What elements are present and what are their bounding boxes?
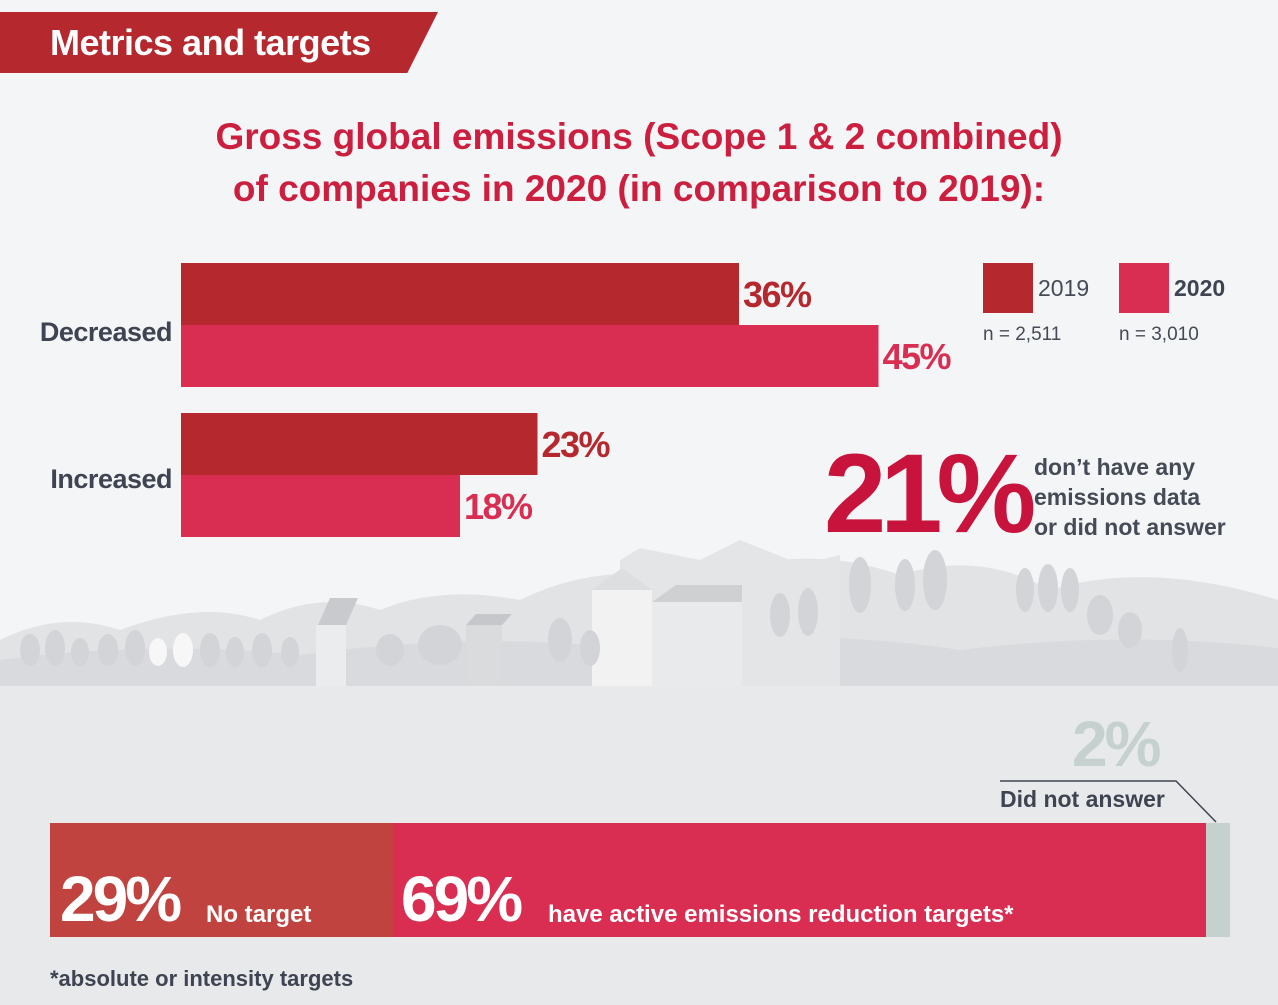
legend: 2019 n = 2,511 2020 n = 3,010 <box>983 263 1225 345</box>
chart-title-line-1: Gross global emissions (Scope 1 & 2 comb… <box>215 116 1063 157</box>
bar-increased-2019 <box>181 413 538 475</box>
bar-value-decreased-2019: 36% <box>743 274 812 315</box>
footnote: *absolute or intensity targets <box>50 966 354 991</box>
bar-decreased-2019 <box>181 263 739 325</box>
category-label-decreased: Decreased <box>40 317 172 347</box>
section-banner <box>0 12 438 73</box>
legend-label-2020: 2020 <box>1174 275 1225 301</box>
segment-no-target-label: No target <box>206 901 312 928</box>
segment-active-targets-value: 69% <box>401 863 523 935</box>
legend-swatch-2020 <box>1119 263 1169 313</box>
not-answered-value: 2% <box>1072 708 1161 780</box>
bar-value-decreased-2020: 45% <box>883 336 952 377</box>
legend-label-2019: 2019 <box>1038 275 1089 301</box>
segment-no-target: 29% No target <box>50 823 393 937</box>
section-title: Metrics and targets <box>50 22 371 63</box>
callout-value: 21% <box>824 431 1036 556</box>
segment-no-target-value: 29% <box>60 863 182 935</box>
segment-active-targets: 69% have active emissions reduction targ… <box>393 823 1206 937</box>
bar-value-increased-2019: 23% <box>542 424 611 465</box>
category-label-increased: Increased <box>50 464 172 494</box>
landscape-illustration <box>0 540 1278 686</box>
callout-text-line-3: or did not answer <box>1034 514 1226 540</box>
legend-swatch-2019 <box>983 263 1033 313</box>
not-answered-label: Did not answer <box>1000 786 1165 812</box>
bars-group: Decreased 36% 45% Increased 23%18% <box>40 263 953 537</box>
legend-n-2020: n = 3,010 <box>1119 324 1199 345</box>
bar-decreased-2020 <box>181 325 879 387</box>
segment-did-not-answer <box>1206 823 1230 937</box>
legend-n-2019: n = 2,511 <box>983 324 1061 345</box>
callout-text: don’t have any emissions data or did not… <box>1034 452 1264 542</box>
bar-increased-2020 <box>181 475 460 537</box>
chart-title-line-2: of companies in 2020 (in comparison to 2… <box>232 168 1046 209</box>
callout-text-line-1: don’t have any <box>1034 454 1196 480</box>
callout-text-line-2: emissions data <box>1034 484 1201 510</box>
segment-active-targets-label: have active emissions reduction targets* <box>548 901 1014 928</box>
bar-value-increased-2020: 18% <box>464 486 533 527</box>
